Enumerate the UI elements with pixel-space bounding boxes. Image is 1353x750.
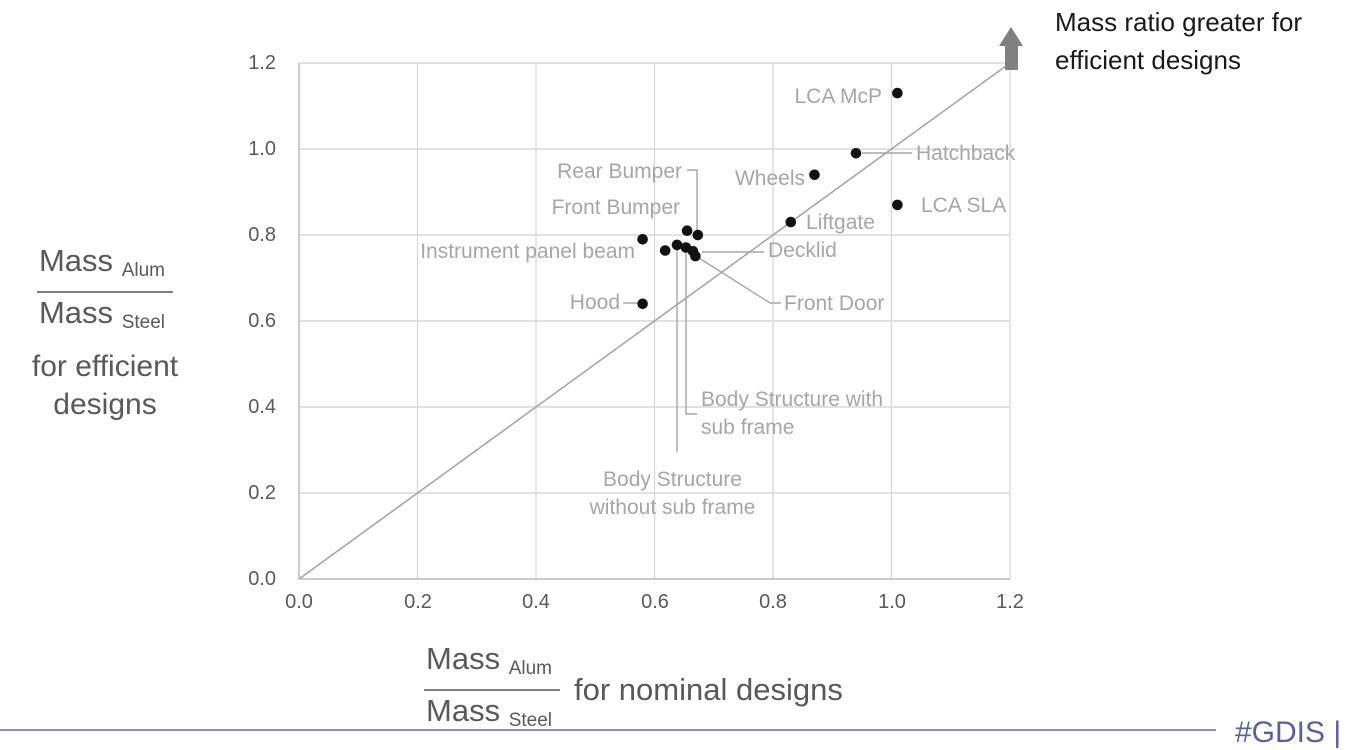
scatter-point [785,216,797,228]
scatter-point [659,245,671,256]
point-label-body-structure-without-sub-frame: Body Structure without sub frame [589,468,756,519]
y-tick-label: 0.8 [248,224,276,246]
point-label-liftgate: Liftgate [806,211,875,234]
point-label-body-structure-with-sub-frame: Body Structure with sub frame [701,388,884,439]
leader-front-door [698,257,781,304]
y-fraction-numerator: Mass Alum [36,244,173,293]
point-label-rear-bumper: Rear Bumper [557,160,682,183]
scatter-point [892,87,903,99]
y-tick-label: 0.0 [248,568,276,590]
x-tick-label: 1.2 [996,591,1024,613]
scatter-point [892,199,903,211]
scatter-point [671,239,683,251]
y-axis-fraction: Mass Alum Mass Steel [36,244,173,340]
identity-line [298,62,1011,580]
point-label-lca-sla: LCA SLA [921,194,1007,217]
scatter-point [850,148,862,159]
point-label-hood: Hood [569,291,620,314]
annotation-note: Mass ratio greater for efficient designs [1055,7,1303,75]
identity-diagonal-line [298,62,1011,580]
scatter-point [637,298,648,310]
x-tick-label: 0.2 [404,591,432,613]
point-label-hatchback: Hatchback [916,142,1016,165]
y-tick-label: 0.6 [248,310,276,332]
footer-divider-line [0,729,1216,731]
scatter-point [637,234,648,245]
scatter-point [681,225,693,236]
point-label-front-bumper: Front Bumper [551,196,680,219]
y-tick-label: 0.4 [248,396,276,418]
leader-rear-bumper [687,169,698,231]
y-fraction-denominator: Mass Steel [38,295,165,334]
x-axis-label-suffix: for nominal designs [574,672,843,707]
point-label-lca-mcp: LCA McP [794,85,882,108]
point-label-instrument-panel-beam: Instrument panel beam [420,240,635,263]
y-tick-label: 1.2 [248,52,276,74]
x-fraction-numerator: Mass Alum [424,642,561,691]
x-tick-label: 1.0 [878,591,906,613]
point-label-decklid: Decklid [768,239,837,262]
data-points [637,87,903,310]
x-tick-label: 0.8 [759,591,787,613]
y-tick-label: 0.2 [248,482,276,504]
y-axis-label: Mass Alum Mass Steel for efficient desig… [4,244,206,424]
x-fraction-denominator: Mass Steel [426,693,553,732]
point-label-front-door: Front Door [784,292,885,315]
y-axis-label-suffix: for efficient designs [31,350,179,421]
scatter-point [690,250,701,262]
point-label-wheels: Wheels [734,167,805,190]
x-tick-label: 0.0 [285,591,313,613]
x-axis-fraction: Mass Alum Mass Steel [424,642,561,738]
up-arrow-icon [999,27,1023,70]
scatter-point [692,229,704,241]
scatter-point [809,169,820,181]
leader-body-structure-with [685,252,697,415]
leader-lines [623,152,912,452]
x-tick-label: 0.4 [522,591,550,613]
footer-hashtag: #GDIS | [1235,716,1342,749]
y-tick-label: 1.0 [248,138,276,160]
x-axis-label: Mass Alum Mass Steel for nominal designs [424,642,843,738]
x-tick-label: 0.6 [641,591,669,613]
